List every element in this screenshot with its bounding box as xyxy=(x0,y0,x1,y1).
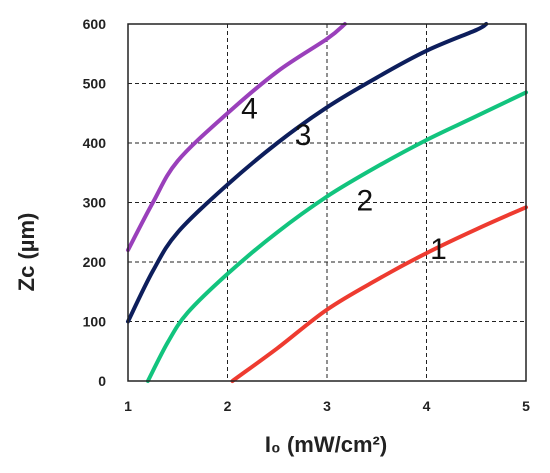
y-tick-label: 100 xyxy=(83,314,107,330)
y-tick-label: 0 xyxy=(98,373,106,389)
y-axis-title: Zc (µm) xyxy=(14,213,39,292)
series-label-4: 4 xyxy=(241,92,258,125)
x-tick-label: 4 xyxy=(423,398,431,414)
x-tick-label: 5 xyxy=(522,398,530,414)
series-line-4 xyxy=(126,22,347,253)
label-layer: 1 2 3 4 xyxy=(241,92,447,266)
series-line-1 xyxy=(230,205,528,383)
y-tick-label: 600 xyxy=(83,16,107,32)
series-line-3 xyxy=(126,22,489,324)
series-line-2 xyxy=(145,90,528,383)
x-tick-label: 1 xyxy=(124,398,132,414)
x-tick-label: 3 xyxy=(323,398,331,414)
series-label-2: 2 xyxy=(357,185,374,218)
tick-layer: 1 2 3 4 5 0 100 200 300 400 500 600 xyxy=(83,16,530,414)
series-label-3: 3 xyxy=(295,119,312,152)
y-tick-label: 500 xyxy=(83,76,107,92)
grid-layer xyxy=(128,24,526,381)
series-layer xyxy=(126,22,528,383)
x-axis-title: I₀ (mW/cm²) xyxy=(265,432,387,457)
plot-frame xyxy=(127,23,527,382)
y-tick-label: 400 xyxy=(83,135,107,151)
y-tick-label: 300 xyxy=(83,195,107,211)
series-label-1: 1 xyxy=(430,233,447,266)
y-tick-label: 200 xyxy=(83,254,107,270)
x-tick-label: 2 xyxy=(224,398,232,414)
